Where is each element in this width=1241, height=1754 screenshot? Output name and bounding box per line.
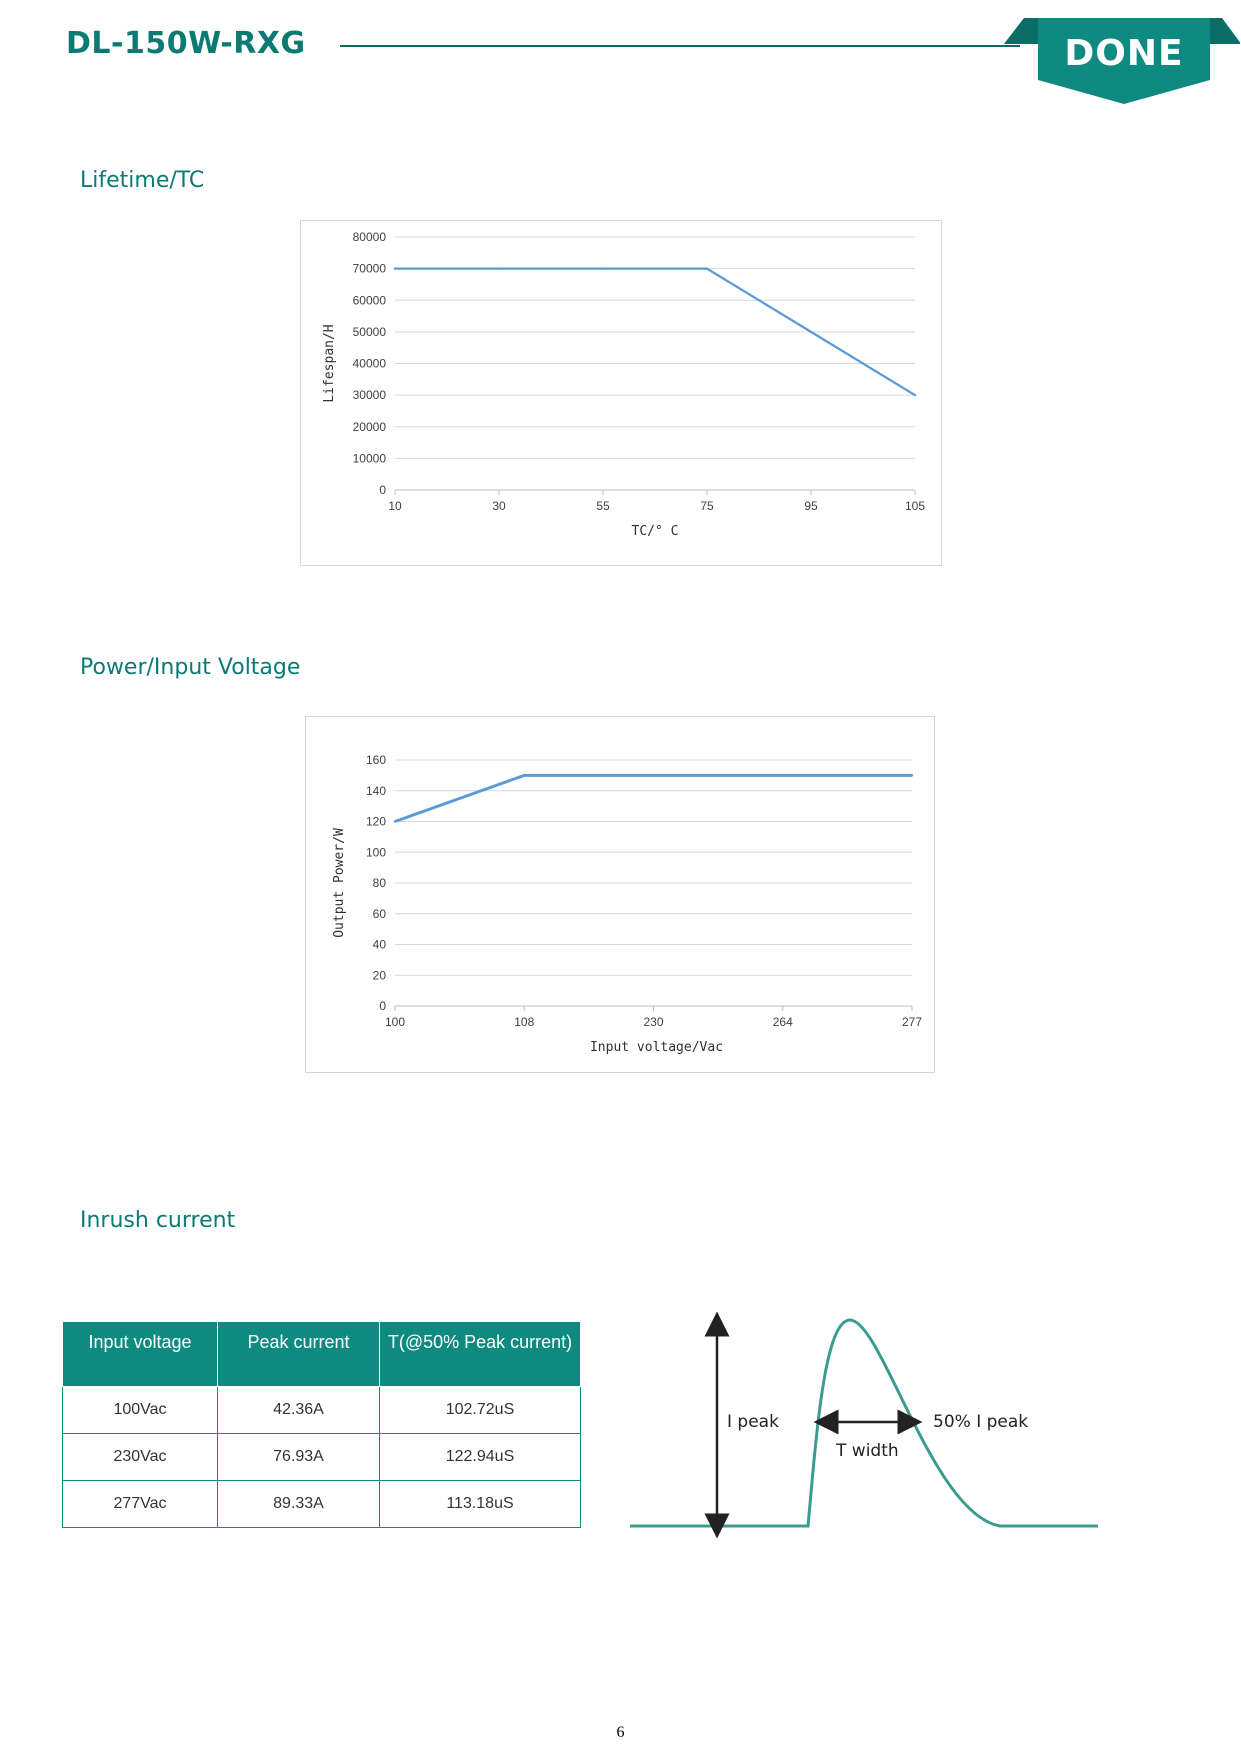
cell-t-width: 113.18uS — [379, 1480, 581, 1528]
y-tick-label: 140 — [366, 784, 386, 798]
y-tick-label: 80000 — [353, 230, 387, 244]
series-line — [395, 267, 916, 397]
cell-peak-current: 42.36A — [217, 1386, 380, 1434]
half-peak-label: 50% I peak — [933, 1412, 1028, 1432]
y-tick-label: 0 — [379, 483, 386, 497]
logo-text: DONE — [1064, 33, 1183, 74]
x-tick-label: 277 — [902, 1015, 922, 1029]
inrush-waveform-curve — [630, 1318, 1098, 1528]
x-tick-label: 105 — [905, 499, 925, 513]
x-axis-title: Input voltage/Vac — [590, 1040, 723, 1055]
data-point — [809, 330, 813, 334]
header-t-50-peak: T(@50% Peak current) — [379, 1321, 581, 1387]
y-tick-label: 160 — [366, 753, 386, 767]
x-tick-label: 95 — [804, 499, 818, 513]
cell-input-voltage: 100Vac — [62, 1386, 218, 1434]
inrush-table: Input voltage Peak current T(@50% Peak c… — [62, 1321, 581, 1528]
x-tick-label: 230 — [643, 1015, 663, 1029]
table-row: 277Vac 89.33A 113.18uS — [62, 1480, 581, 1528]
y-tick-label: 80 — [373, 876, 387, 890]
data-point — [652, 774, 655, 777]
x-tick-label: 55 — [596, 499, 610, 513]
y-tick-label: 0 — [379, 999, 386, 1013]
inrush-waveform-diagram: I peak 50% I peak T width — [630, 1311, 1098, 1539]
data-point — [523, 774, 526, 777]
cell-input-voltage: 230Vac — [62, 1433, 218, 1481]
cell-peak-current: 89.33A — [217, 1480, 380, 1528]
header-input-voltage: Input voltage — [62, 1321, 218, 1387]
header-divider — [340, 45, 1020, 47]
data-point — [497, 267, 501, 270]
table-row: 230Vac 76.93A 122.94uS — [62, 1433, 581, 1481]
y-tick-label: 120 — [366, 815, 386, 829]
y-tick-label: 60 — [373, 907, 387, 921]
data-point — [705, 267, 709, 270]
x-tick-label: 108 — [514, 1015, 534, 1029]
brand-logo: DONE — [1004, 18, 1240, 104]
lifetime-chart-svg: 80000 70000 60000 50000 40000 30000 20000 10000… — [322, 230, 925, 539]
i-peak-label: I peak — [727, 1412, 779, 1432]
y-axis-title: Lifespan/H — [322, 324, 337, 402]
y-tick-label: 40000 — [353, 357, 387, 371]
cell-t-width: 102.72uS — [379, 1386, 581, 1434]
section-title-lifetime: Lifetime/TC — [80, 168, 205, 193]
y-axis-title: Output Power/W — [332, 828, 347, 938]
model-title: DL-150W-RXG — [66, 26, 306, 61]
x-tick-label: 264 — [773, 1015, 793, 1029]
cell-t-width: 122.94uS — [379, 1433, 581, 1481]
cell-peak-current: 76.93A — [217, 1433, 380, 1481]
series-line — [394, 773, 912, 823]
x-axis-title: TC/° C — [632, 524, 679, 539]
x-tick-label: 100 — [385, 1015, 405, 1029]
data-point — [913, 393, 917, 397]
x-tick-label: 30 — [492, 499, 506, 513]
power-chart: 160 140 120 100 80 60 40 20 0 100 108 230 264 277 Inpu… — [305, 716, 935, 1073]
data-point — [601, 267, 605, 270]
y-tick-label: 40 — [373, 938, 387, 952]
section-title-power: Power/Input Voltage — [80, 655, 301, 680]
data-point — [910, 774, 914, 777]
y-tick-label: 10000 — [353, 451, 387, 465]
y-tick-label: 70000 — [353, 262, 387, 276]
y-tick-label: 20000 — [353, 420, 387, 434]
section-title-inrush: Inrush current — [80, 1208, 236, 1233]
y-tick-label: 100 — [366, 845, 386, 859]
x-tick-label: 75 — [700, 499, 714, 513]
data-point — [393, 820, 397, 823]
y-tick-label: 20 — [373, 968, 387, 982]
lifetime-chart: 80000 70000 60000 50000 40000 30000 20000 10000… — [300, 220, 942, 566]
header-peak-current: Peak current — [217, 1321, 380, 1387]
x-tick-label: 10 — [388, 499, 402, 513]
data-point — [781, 774, 784, 777]
y-tick-label: 30000 — [353, 388, 387, 402]
t-width-label: T width — [835, 1441, 899, 1461]
y-tick-label: 60000 — [353, 293, 387, 307]
page-number: 6 — [616, 1724, 625, 1741]
power-chart-svg: 160 140 120 100 80 60 40 20 0 100 108 230 264 277 Inpu… — [332, 753, 922, 1055]
table-header-row: Input voltage Peak current T(@50% Peak c… — [62, 1321, 581, 1387]
data-point — [393, 267, 397, 270]
table-row: 100Vac 42.36A 102.72uS — [62, 1386, 581, 1434]
y-tick-label: 50000 — [353, 325, 387, 339]
cell-input-voltage: 277Vac — [62, 1480, 218, 1528]
